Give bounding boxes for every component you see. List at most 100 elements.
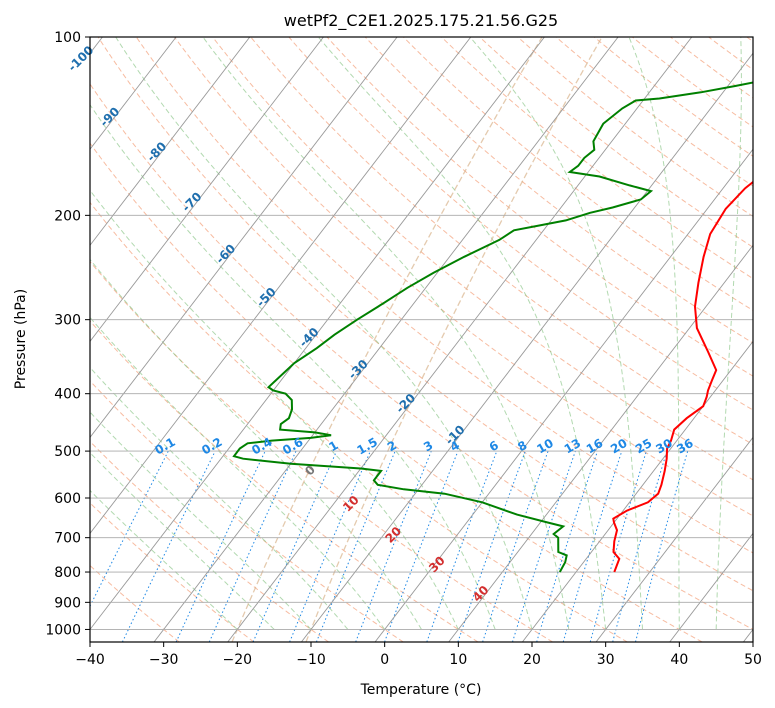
plot-frame (89, 36, 754, 643)
mixing-ratio-line (315, 450, 396, 642)
mixing-ratio-line (612, 450, 668, 642)
grid (90, 37, 753, 642)
isotherm (90, 37, 545, 631)
moist-adiabat (90, 258, 422, 630)
isotherm (153, 37, 619, 642)
dry-adiabat (441, 37, 753, 280)
y-tick-label: 800 (54, 565, 81, 581)
dry-adiabat (708, 37, 753, 71)
dry-adiabat (364, 37, 753, 344)
isotherm (90, 37, 324, 343)
mixing-ratio-line (482, 450, 549, 642)
mixing-ratio-label: 13 (562, 436, 583, 456)
moist-adiabat (90, 489, 238, 630)
isotherm (90, 37, 251, 247)
moist-adiabat (90, 316, 386, 630)
y-tick-label: 500 (54, 444, 81, 460)
mixing-ratio-label: 0.4 (249, 435, 274, 458)
mixing-ratio-label: 4 (448, 438, 462, 454)
dry-adiabat (90, 83, 753, 631)
mixing-ratio-line (289, 450, 371, 642)
mixing-ratio-line (121, 450, 216, 642)
moist-adiabat (317, 37, 607, 630)
isotherm (90, 37, 177, 151)
moist-adiabat (115, 37, 533, 630)
isotherm (227, 37, 693, 642)
mixing-ratio-label: 6 (487, 438, 501, 454)
moist-adiabat (628, 37, 680, 630)
mixing-ratio-line (512, 450, 576, 642)
dry-adiabat (90, 380, 404, 642)
dry-adiabat (479, 37, 753, 248)
y-tick-label: 400 (54, 387, 81, 403)
moist-adiabat (90, 411, 312, 630)
mixing-ratio-label: 1 (326, 438, 340, 454)
chart-title: wetPf2_C2E1.2025.175.21.56.G25 (284, 11, 558, 31)
moist-adiabat-label: 20 (382, 524, 404, 546)
dry-adiabat (90, 260, 553, 642)
dry-adiabat (326, 37, 753, 377)
moist-adiabat (90, 366, 349, 630)
dry-adiabat (90, 142, 703, 642)
x-tick-label: 40 (670, 652, 688, 668)
dry-adiabat (212, 37, 753, 481)
y-tick-label: 300 (54, 313, 81, 329)
dry-adiabat (670, 37, 753, 99)
moist-adiabat (469, 37, 643, 630)
x-tick-label: 10 (449, 652, 467, 668)
mixing-ratio-label: 10 (534, 436, 555, 456)
y-tick-label: 1000 (45, 622, 81, 638)
mixing-ratio-label: 0.1 (152, 435, 177, 458)
dry-adiabat (517, 37, 753, 217)
moist-adiabat (90, 103, 496, 630)
x-tick-label: −40 (75, 652, 105, 668)
y-tick-label: 200 (54, 208, 81, 224)
mixing-ratio-line (589, 450, 647, 642)
y-tick-label: 600 (54, 491, 81, 507)
isotherm (301, 52, 753, 642)
mixing-ratio-label: 3 (421, 438, 435, 454)
mixing-ratio-label: 25 (633, 436, 654, 456)
y-tick-label: 900 (54, 595, 81, 611)
mixing-ratio-line (252, 450, 338, 642)
dry-adiabat-label: -80 (144, 139, 169, 164)
dry-adiabat-label: -100 (65, 43, 96, 74)
dry-adiabat-label: -50 (254, 285, 279, 310)
axes: −40 −30 −20 −10 0 10 20 30 40 5010020030040050060… (45, 30, 762, 668)
dry-adiabat (90, 201, 628, 642)
x-tick-label: 50 (744, 652, 762, 668)
dry-adiabat (135, 37, 753, 554)
isotherm (669, 532, 753, 642)
moist-adiabat-label: 10 (340, 493, 362, 515)
moist-adiabat-label: 40 (470, 583, 492, 605)
reference-curve (231, 37, 543, 642)
mixing-ratio-label: 1.5 (355, 435, 380, 458)
isotherm (90, 37, 398, 439)
x-tick-label: −10 (296, 652, 326, 668)
x-tick-label: 30 (597, 652, 615, 668)
mixing-ratio-line (426, 450, 498, 642)
isotherm (90, 37, 472, 535)
reference-curve (305, 37, 603, 642)
y-axis-label: Pressure (hPa) (13, 289, 29, 389)
moist-adiabat (90, 451, 275, 630)
dry-adiabat (403, 37, 753, 312)
x-tick-label: −20 (223, 652, 253, 668)
dry-adiabat (90, 502, 255, 642)
dry-adiabat (288, 37, 753, 411)
profile-lines (232, 81, 753, 573)
isotherm (595, 436, 753, 642)
mixing-ratio-label: 20 (608, 436, 629, 456)
dry-adiabat (250, 37, 753, 446)
dry-adiabat (173, 37, 753, 517)
dry-adiabat (593, 37, 753, 157)
mixing-ratio-line (90, 450, 169, 608)
background-lines (90, 37, 753, 642)
moist-adiabat (715, 37, 742, 630)
x-tick-label: −30 (149, 652, 179, 668)
mixing-ratio-line (208, 450, 297, 642)
moist-adiabat (202, 37, 570, 630)
dry-adiabat-label: -70 (179, 189, 204, 214)
dry-adiabat (746, 37, 753, 43)
mixing-ratio-line (457, 450, 526, 642)
